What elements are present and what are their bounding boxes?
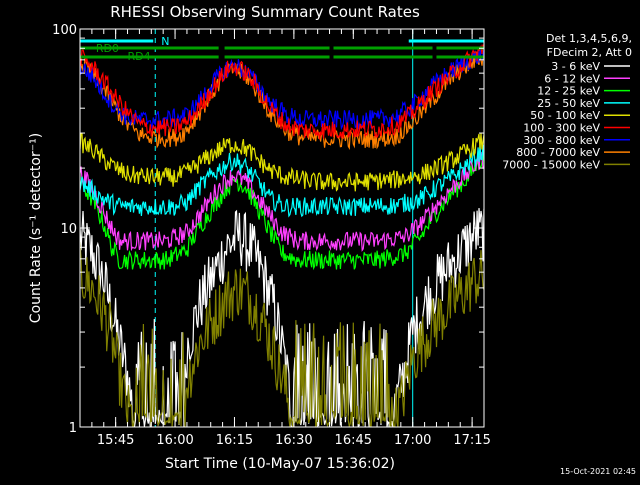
annotation-label-RD4: RD4 xyxy=(128,50,151,63)
series-line-4 xyxy=(80,133,484,192)
annotation-label-RD0: RD0 xyxy=(96,42,119,55)
chart-title: RHESSI Observing Summary Count Rates xyxy=(110,3,420,21)
x-tick-label-1: 16:00 xyxy=(156,433,193,448)
legend-label-5: 100 - 300 keV xyxy=(523,122,600,135)
y-tick-label-1: 10 xyxy=(60,222,77,237)
series-line-5 xyxy=(80,44,484,140)
x-tick-label-0: 15:45 xyxy=(97,433,134,448)
plot-area: N RD0 RD4 xyxy=(80,29,484,427)
legend-label-4: 50 - 100 keV xyxy=(530,109,600,122)
legend-label-7: 800 - 7000 keV xyxy=(516,146,600,159)
x-axis: 15:45 16:00 16:15 16:30 16:45 17:00 17:15 xyxy=(79,29,491,448)
footer-timestamp: 15-Oct-2021 02:45 xyxy=(560,467,636,476)
legend-label-0: 3 - 6 keV xyxy=(551,60,600,73)
legend-label-3: 25 - 50 keV xyxy=(537,97,600,110)
series-line-7 xyxy=(80,51,484,151)
y-axis-title: Count Rate (s⁻¹ detector⁻¹) xyxy=(28,133,44,323)
legend-header-0: Det 1,3,4,5,6,9, xyxy=(546,32,632,45)
series-line-3 xyxy=(80,143,484,218)
y-tick-label-2: 100 xyxy=(52,23,77,38)
series-line-1 xyxy=(80,151,484,252)
series-line-0 xyxy=(80,208,484,427)
x-tick-label-3: 16:30 xyxy=(275,433,312,448)
legend-header-1: FDecim 2, Att 0 xyxy=(547,46,632,59)
legend-label-6: 300 - 800 keV xyxy=(523,134,600,147)
x-tick-label-5: 17:00 xyxy=(394,433,431,448)
series-line-6 xyxy=(80,47,484,131)
y-axis: 1 10 100 xyxy=(52,23,484,436)
x-tick-label-2: 16:15 xyxy=(216,433,253,448)
series-line-2 xyxy=(80,152,484,271)
legend-label-8: 7000 - 15000 keV xyxy=(502,158,600,171)
x-axis-title: Start Time (10-May-07 15:36:02) xyxy=(165,456,395,472)
series-line-8 xyxy=(80,241,484,427)
legend-label-1: 6 - 12 keV xyxy=(544,72,600,85)
x-tick-label-6: 17:15 xyxy=(453,433,490,448)
series-group xyxy=(80,29,484,427)
y-tick-label-0: 1 xyxy=(69,421,77,436)
legend-label-2: 12 - 25 keV xyxy=(537,85,600,98)
annotation-label-N: N xyxy=(161,35,169,48)
legend: Det 1,3,4,5,6,9,FDecim 2, Att 03 - 6 keV… xyxy=(502,32,632,171)
x-tick-label-4: 16:45 xyxy=(335,433,372,448)
